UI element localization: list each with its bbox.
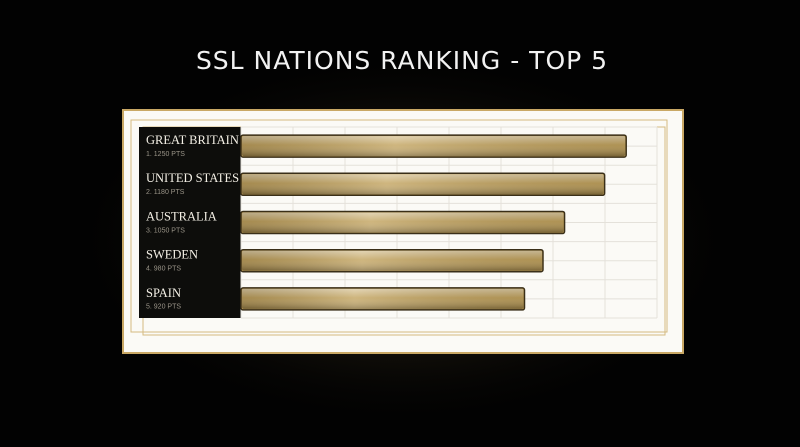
value-label: 2. 1180 PTS: [146, 189, 185, 196]
category-label: SWEDEN: [146, 248, 198, 262]
bar-sheen: [242, 174, 604, 195]
value-label: 1. 1250 PTS: [146, 151, 185, 158]
bar-sheen: [242, 250, 542, 271]
category-label: AUSTRALIA: [146, 209, 217, 223]
panel-frame: [130, 119, 668, 333]
bar-sheen: [242, 136, 626, 157]
value-label: 4. 980 PTS: [146, 266, 181, 273]
value-label: 5. 920 PTS: [146, 304, 181, 311]
bar-sheen: [242, 288, 524, 309]
category-label: SPAIN: [146, 286, 181, 300]
label-column: [139, 127, 241, 318]
value-label: 3. 1050 PTS: [146, 227, 185, 234]
category-label: UNITED STATES: [146, 171, 239, 185]
bars: [240, 134, 627, 311]
bar-sheen: [242, 212, 564, 233]
chart-title: SSL NATIONS RANKING - TOP 5: [196, 46, 608, 75]
category-label: GREAT BRITAIN: [146, 133, 239, 147]
